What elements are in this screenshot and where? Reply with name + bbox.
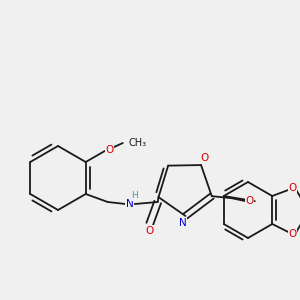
Text: O: O [146,226,154,236]
Text: O: O [106,145,114,155]
Text: N: N [126,199,134,209]
Text: O: O [288,183,296,193]
Text: O: O [246,196,254,206]
Text: N: N [178,218,186,228]
Text: H: H [131,191,138,200]
Text: O: O [200,153,208,163]
Text: O: O [288,229,296,239]
Text: CH₃: CH₃ [129,138,147,148]
